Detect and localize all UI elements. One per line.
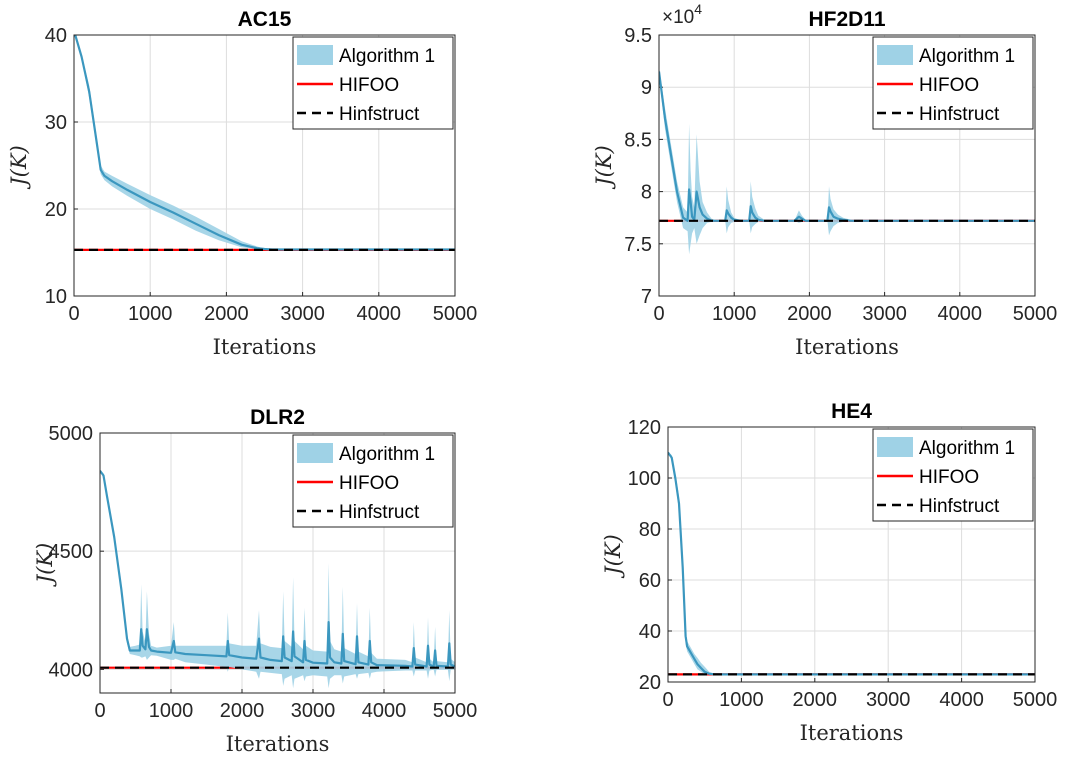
x-tick-label: 1000 bbox=[712, 303, 757, 325]
x-tick-label: 0 bbox=[94, 700, 105, 722]
x-tick-label: 3000 bbox=[866, 689, 911, 711]
data-layer bbox=[100, 470, 455, 689]
chart-title: HE4 bbox=[831, 400, 872, 423]
x-tick-label: 3000 bbox=[280, 303, 325, 325]
legend: Algorithm 1 HIFOO Hinfstruct bbox=[872, 36, 1034, 130]
chart-title: DLR2 bbox=[250, 406, 305, 429]
chart-title: HF2D11 bbox=[808, 8, 885, 31]
x-tick-label: 0 bbox=[662, 689, 673, 711]
x-tick-label: 3000 bbox=[862, 303, 907, 325]
x-tick-label: 2000 bbox=[787, 303, 832, 325]
y-tick-label: 40 bbox=[639, 621, 661, 643]
x-tick-label: 5000 bbox=[433, 700, 478, 722]
y-tick-label: 20 bbox=[639, 672, 661, 694]
y-tick-label: 9.5 bbox=[624, 25, 652, 47]
legend-label: Hinfstruct bbox=[339, 104, 420, 125]
x-axis-label: Iterations bbox=[226, 732, 330, 756]
y-axis-label: J(K) bbox=[592, 145, 616, 190]
legend-swatch-band bbox=[297, 443, 333, 463]
data-layer bbox=[668, 451, 1035, 676]
legend-swatch-band bbox=[297, 45, 333, 65]
legend-label: HIFOO bbox=[339, 473, 399, 494]
chart-panel-hf2d11: 0 1000 2000 3000 4000 5000 7 7.5 8 8.5 9 9.5 HF2D11 I… bbox=[592, 1, 1057, 359]
x-tick-label: 5000 bbox=[1013, 689, 1058, 711]
y-tick-label: 10 bbox=[45, 286, 67, 308]
legend-label: Algorithm 1 bbox=[339, 46, 435, 67]
algorithm1-line bbox=[659, 71, 1035, 222]
data-layer bbox=[659, 66, 1035, 255]
axis-multiplier: ×104 bbox=[662, 1, 702, 28]
y-tick-label: 7.5 bbox=[624, 234, 652, 256]
axes-box bbox=[99, 432, 456, 694]
multiplier-exponent: 4 bbox=[694, 1, 702, 17]
y-tick-label: 5000 bbox=[49, 423, 94, 445]
chart-panel-ac15: 0 1000 2000 3000 4000 5000 10 20 30 40 AC15 Iterati… bbox=[7, 8, 477, 359]
x-tick-label: 4000 bbox=[362, 700, 407, 722]
x-tick-label: 1000 bbox=[719, 689, 764, 711]
axes-box bbox=[658, 34, 1036, 297]
x-tick-label: 0 bbox=[653, 303, 664, 325]
legend: Algorithm 1 HIFOO Hinfstruct bbox=[292, 36, 454, 130]
x-tick-label: 4000 bbox=[938, 303, 983, 325]
legend: Algorithm 1 HIFOO Hinfstruct bbox=[872, 428, 1034, 522]
y-axis: 20 40 60 80 100 120 bbox=[628, 417, 1035, 694]
x-tick-label: 2000 bbox=[220, 700, 265, 722]
y-tick-label: 80 bbox=[639, 519, 661, 541]
x-axis-label: Iterations bbox=[795, 335, 899, 359]
y-tick-label: 60 bbox=[639, 570, 661, 592]
algorithm1-band bbox=[100, 470, 455, 689]
x-tick-label: 5000 bbox=[1013, 303, 1058, 325]
legend-label: HIFOO bbox=[339, 75, 399, 96]
legend-label: Algorithm 1 bbox=[919, 46, 1015, 67]
x-axis-label: Iterations bbox=[213, 335, 317, 359]
y-tick-label: 7 bbox=[641, 286, 652, 308]
legend-swatch-band bbox=[877, 437, 913, 457]
y-tick-label: 20 bbox=[45, 199, 67, 221]
x-axis-label: Iterations bbox=[800, 721, 904, 745]
legend-label: HIFOO bbox=[919, 75, 979, 96]
legend-label: Hinfstruct bbox=[919, 496, 1000, 517]
chart-panel-dlr2: 0 1000 2000 3000 4000 5000 4000 4500 5000 DLR2 Ite… bbox=[33, 406, 477, 756]
y-tick-label: 30 bbox=[45, 112, 67, 134]
legend-label: HIFOO bbox=[919, 467, 979, 488]
x-tick-label: 5000 bbox=[433, 303, 478, 325]
algorithm1-band bbox=[659, 66, 1035, 255]
x-tick-label: 2000 bbox=[793, 689, 838, 711]
y-tick-label: 9 bbox=[641, 77, 652, 99]
y-axis-label: J(K) bbox=[601, 534, 625, 579]
x-axis: 0 1000 2000 3000 4000 5000 bbox=[662, 427, 1057, 711]
legend-label: Algorithm 1 bbox=[339, 444, 435, 465]
chart-panel-he4: 0 1000 2000 3000 4000 5000 20 40 60 80 100 120 HE4 It… bbox=[601, 400, 1057, 745]
x-tick-label: 4000 bbox=[357, 303, 402, 325]
legend-label: Hinfstruct bbox=[919, 104, 1000, 125]
x-tick-label: 2000 bbox=[204, 303, 249, 325]
y-tick-label: 40 bbox=[45, 25, 67, 47]
data-layer bbox=[74, 35, 455, 251]
x-tick-label: 1000 bbox=[128, 303, 173, 325]
legend-label: Algorithm 1 bbox=[919, 438, 1015, 459]
y-axis-label: J(K) bbox=[33, 543, 57, 588]
x-tick-label: 4000 bbox=[939, 689, 984, 711]
y-axis-label: J(K) bbox=[7, 145, 31, 190]
y-tick-label: 120 bbox=[628, 417, 661, 439]
x-axis: 0 1000 2000 3000 4000 5000 bbox=[653, 35, 1057, 325]
legend-label: Hinfstruct bbox=[339, 502, 420, 523]
legend: Algorithm 1 HIFOO Hinfstruct bbox=[292, 434, 454, 528]
chart-title: AC15 bbox=[238, 8, 292, 31]
y-tick-label: 8.5 bbox=[624, 129, 652, 151]
axes-box bbox=[667, 426, 1036, 683]
x-tick-label: 0 bbox=[68, 303, 79, 325]
axes-box bbox=[73, 34, 456, 297]
algorithm1-line bbox=[100, 470, 455, 668]
legend-swatch-band bbox=[877, 45, 913, 65]
algorithm1-line bbox=[668, 451, 1035, 676]
y-tick-label: 4000 bbox=[49, 659, 94, 681]
x-tick-label: 1000 bbox=[149, 700, 194, 722]
y-tick-label: 8 bbox=[641, 182, 652, 204]
x-tick-label: 3000 bbox=[291, 700, 336, 722]
y-tick-label: 4500 bbox=[49, 541, 94, 563]
multiplier-base: ×10 bbox=[662, 7, 694, 28]
y-tick-label: 100 bbox=[628, 468, 661, 490]
